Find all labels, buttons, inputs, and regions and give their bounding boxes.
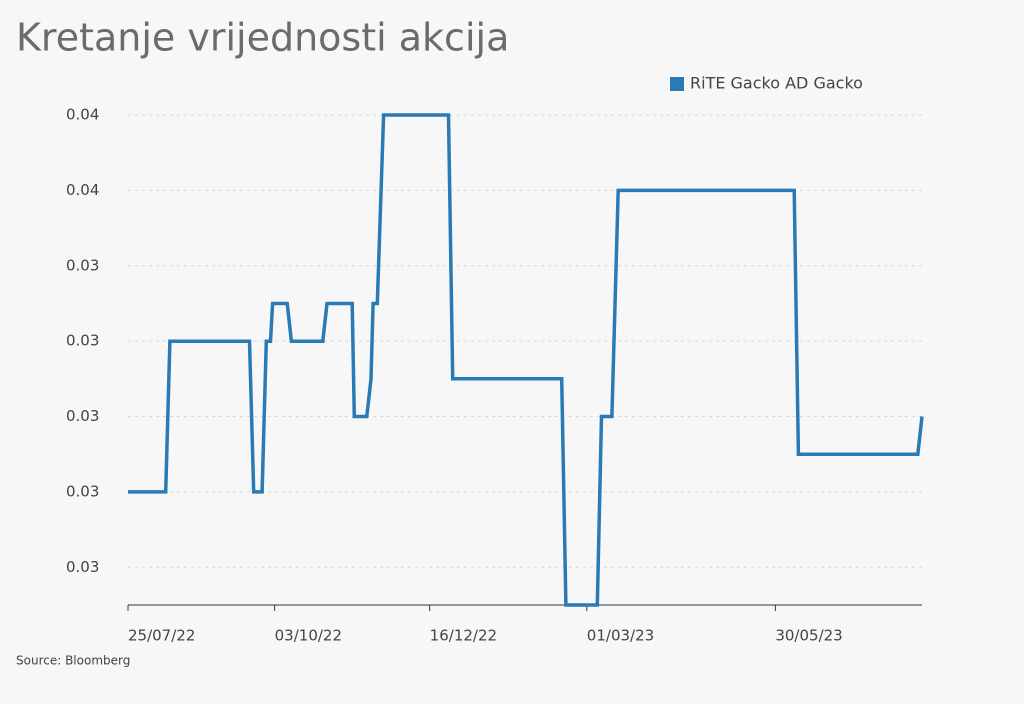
- legend-label: RiTE Gacko AD Gacko: [690, 74, 863, 93]
- chart-title: Kretanje vrijednosti akcija: [16, 16, 509, 60]
- y-tick-label: 0.03: [66, 332, 99, 350]
- y-tick-label: 0.03: [66, 256, 99, 274]
- y-tick-label: 0.04: [66, 106, 99, 124]
- x-tick-label: 16/12/22: [430, 627, 497, 645]
- source: Source: Bloomberg: [16, 654, 130, 668]
- x-tick-label: 01/03/23: [587, 627, 654, 645]
- x-tick-label: 03/10/22: [275, 627, 342, 645]
- y-tick-label: 0.04: [66, 181, 99, 199]
- x-tick-label: 30/05/23: [775, 627, 842, 645]
- series-line: [128, 113, 924, 607]
- y-tick-label: 0.03: [66, 407, 99, 425]
- legend-swatch: [670, 77, 684, 91]
- y-tick-label: 0.03: [66, 558, 99, 576]
- y-tick-label: 0.03: [66, 482, 99, 500]
- x-tick-label: 25/07/22: [128, 627, 195, 645]
